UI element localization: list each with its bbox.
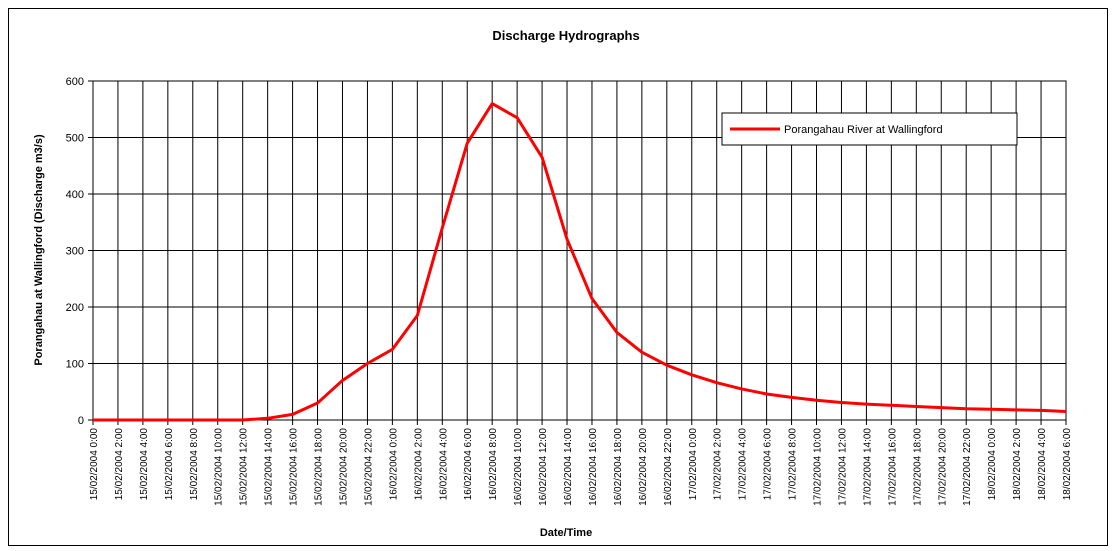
x-tick-label: 17/02/2004 14:00 [862,428,873,506]
y-tick-label: 500 [66,133,84,145]
x-tick-label: 16/02/2004 16:00 [588,428,599,506]
x-tick-label: 16/02/2004 2:00 [413,428,424,501]
legend-label: Porangahau River at Wallingford [784,124,943,136]
y-tick-label: 200 [66,302,84,314]
x-tick-label: 15/02/2004 8:00 [189,428,200,501]
x-tick-label: 17/02/2004 10:00 [813,428,824,506]
x-tick-label: 15/02/2004 10:00 [214,428,225,506]
x-tick-label: 17/02/2004 0:00 [688,428,699,501]
x-tick-label: 16/02/2004 12:00 [538,428,549,506]
y-tick-label: 0 [78,415,84,427]
plot-border [92,80,1067,421]
x-tick-label: 15/02/2004 20:00 [338,428,349,506]
x-tick-label: 16/02/2004 0:00 [388,428,399,501]
data-line [93,102,1067,422]
y-tick-label: 400 [66,189,84,201]
x-tick-label: 15/02/2004 12:00 [239,428,250,506]
x-tick-label: 15/02/2004 14:00 [264,428,275,506]
x-tick-label: 18/02/2004 2:00 [1012,428,1023,501]
x-axis-title: Date/Time [540,527,592,539]
x-tick-label: 17/02/2004 16:00 [887,428,898,506]
x-tick-label: 16/02/2004 18:00 [613,428,624,506]
chart-border [8,8,1108,546]
y-axis-title: Porangahau at Wallingford (Discharge m3/… [33,134,45,366]
x-tick-label: 15/02/2004 16:00 [289,428,300,506]
x-tick-label: 16/02/2004 4:00 [438,428,449,501]
y-tick-label: 300 [66,246,84,258]
x-tick-label: 17/02/2004 6:00 [763,428,774,501]
x-tick-label: 18/02/2004 0:00 [987,428,998,501]
x-tick-label: 18/02/2004 4:00 [1037,428,1048,501]
y-tick-label: 600 [66,76,84,88]
chart-title: Discharge Hydrographs [492,28,639,43]
x-tick-label: 15/02/2004 4:00 [139,428,150,501]
x-tick-label: 17/02/2004 18:00 [912,428,923,506]
x-tick-label: 17/02/2004 8:00 [788,428,799,501]
x-tick-label: 18/02/2004 6:00 [1062,428,1073,501]
x-tick-label: 17/02/2004 12:00 [837,428,848,506]
x-tick-label: 16/02/2004 20:00 [638,428,649,506]
x-tick-label: 16/02/2004 8:00 [488,428,499,501]
x-tick-label: 16/02/2004 22:00 [663,428,674,506]
x-tick-label: 16/02/2004 10:00 [513,428,524,506]
x-tick-label: 15/02/2004 18:00 [314,428,325,506]
x-tick-label: 15/02/2004 0:00 [89,428,100,501]
x-tick-label: 17/02/2004 22:00 [962,428,973,506]
x-tick-label: 17/02/2004 20:00 [937,428,948,506]
x-tick-label: 16/02/2004 6:00 [463,428,474,501]
x-tick-label: 16/02/2004 14:00 [563,428,574,506]
x-tick-label: 15/02/2004 6:00 [164,428,175,501]
x-tick-label: 17/02/2004 4:00 [738,428,749,501]
x-tick-label: 15/02/2004 22:00 [363,428,374,506]
x-tick-label: 15/02/2004 2:00 [114,428,125,501]
x-tick-label: 17/02/2004 2:00 [713,428,724,501]
y-tick-label: 100 [66,359,84,371]
